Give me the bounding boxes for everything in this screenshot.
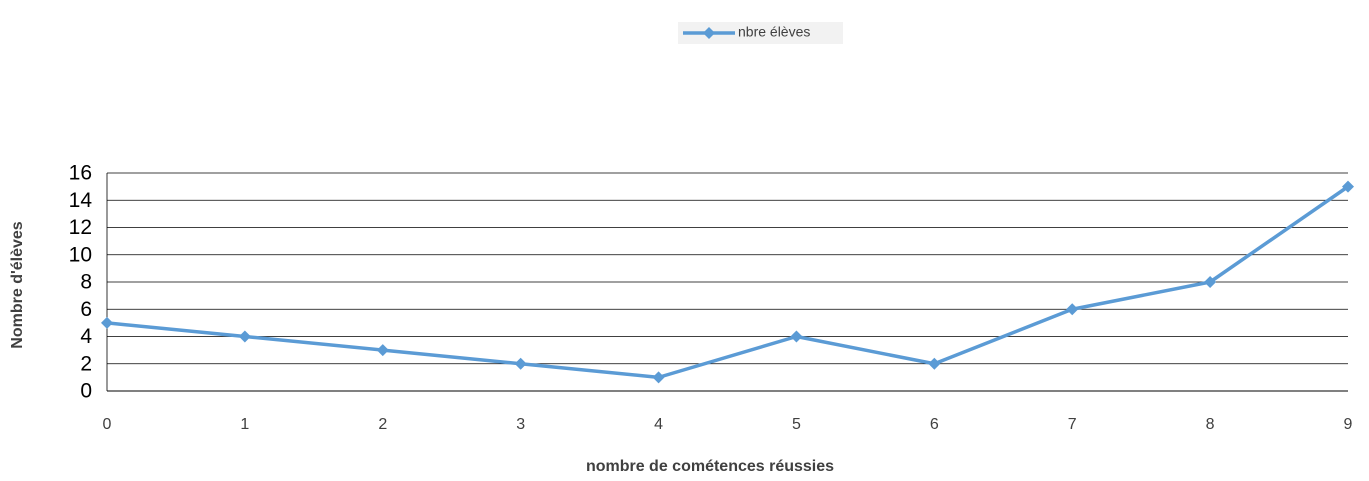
data-point [1066,303,1079,316]
x-tick-label: 0 [103,416,112,433]
data-point [101,316,113,329]
series-line [106,185,1349,380]
y-tick-label: 0 [80,380,92,403]
data-point [652,371,665,384]
x-tick-label: 2 [378,416,387,433]
x-tick-label: 7 [1068,416,1077,433]
x-tick-label: 4 [654,416,663,433]
y-axis-title: Nombre d'élèves [9,221,26,349]
data-point [1342,180,1354,193]
x-axis-title: nombre de cométences réussies [586,458,834,475]
data-point [514,357,527,370]
data-point [1204,276,1217,288]
x-tick-label: 6 [930,416,939,433]
y-tick-label: 12 [69,216,92,239]
y-tick-label: 8 [80,271,92,294]
x-tick-label: 9 [1344,416,1353,433]
data-point [238,330,251,343]
y-tick-label: 2 [80,352,92,375]
x-tick-label: 3 [516,416,525,433]
legend-marker [703,27,715,39]
y-tick-label: 6 [80,298,92,321]
x-tick-label: 8 [1206,416,1215,433]
x-tick-label: 1 [240,416,249,433]
legend-box [678,22,843,44]
data-point [376,344,389,357]
data-point [790,330,803,343]
y-tick-label: 10 [69,243,92,266]
y-tick-label: 16 [69,162,92,185]
x-tick-label: 5 [792,416,801,433]
data-point [928,357,941,370]
legend-label: nbre élèves [738,24,810,40]
y-tick-label: 14 [69,189,93,212]
y-tick-label: 4 [80,325,92,348]
